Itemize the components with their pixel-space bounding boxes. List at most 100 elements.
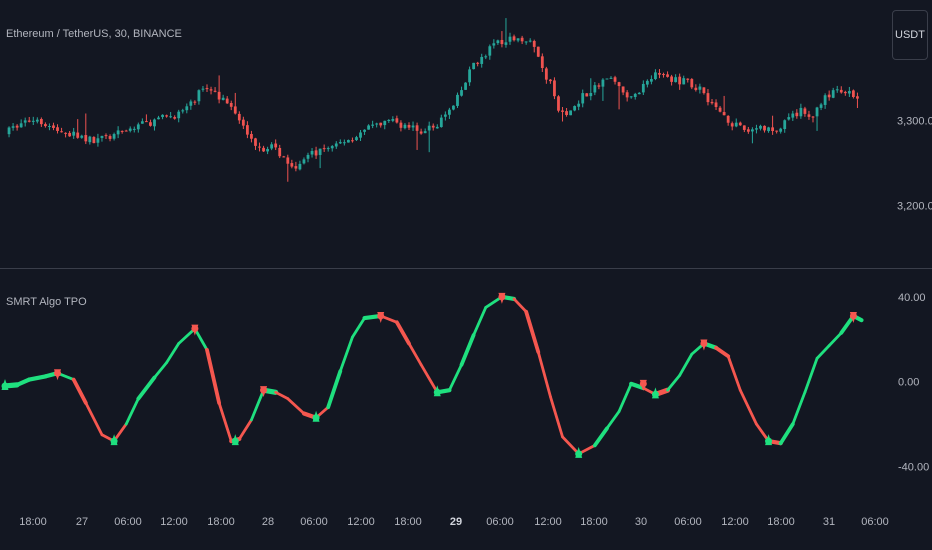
candle[interactable] <box>759 124 762 131</box>
candle[interactable] <box>399 120 403 132</box>
candle[interactable] <box>35 117 39 124</box>
candle[interactable] <box>593 82 597 96</box>
candle[interactable] <box>427 121 431 153</box>
candle[interactable] <box>658 69 661 79</box>
candle[interactable] <box>601 78 605 101</box>
candle[interactable] <box>15 124 19 131</box>
candle[interactable] <box>500 31 504 48</box>
candle[interactable] <box>124 129 128 132</box>
candle[interactable] <box>678 73 682 90</box>
candle[interactable] <box>650 75 653 85</box>
candle[interactable] <box>448 107 451 119</box>
candle[interactable] <box>48 123 51 131</box>
candle[interactable] <box>282 155 286 158</box>
candle[interactable] <box>140 118 144 124</box>
candle[interactable] <box>484 54 488 60</box>
candle[interactable] <box>682 75 686 85</box>
candle[interactable] <box>310 148 314 158</box>
candle[interactable] <box>132 126 136 133</box>
candle[interactable] <box>621 86 625 96</box>
candle[interactable] <box>516 38 520 43</box>
candle[interactable] <box>306 152 310 163</box>
candle[interactable] <box>270 142 274 151</box>
candle[interactable] <box>169 112 173 119</box>
candle[interactable] <box>201 85 205 92</box>
candle[interactable] <box>157 115 160 120</box>
candle[interactable] <box>371 120 375 129</box>
candle[interactable] <box>852 89 855 99</box>
candle[interactable] <box>431 123 435 131</box>
candle[interactable] <box>439 114 443 128</box>
candle[interactable] <box>799 103 803 119</box>
candle[interactable] <box>23 117 27 127</box>
candle[interactable] <box>536 46 540 58</box>
candle[interactable] <box>629 96 633 99</box>
candle[interactable] <box>613 75 617 85</box>
candle[interactable] <box>791 110 795 121</box>
candle[interactable] <box>254 137 257 150</box>
candle[interactable] <box>153 118 156 131</box>
candle[interactable] <box>403 122 407 130</box>
candle[interactable] <box>742 125 746 133</box>
candle[interactable] <box>411 121 415 131</box>
candle[interactable] <box>185 103 189 114</box>
candle[interactable] <box>476 61 480 67</box>
candle[interactable] <box>213 87 217 93</box>
candle[interactable] <box>544 66 548 84</box>
price-pane[interactable] <box>7 18 859 182</box>
candle[interactable] <box>520 35 524 45</box>
candle[interactable] <box>290 159 294 169</box>
candle[interactable] <box>274 139 278 150</box>
candle[interactable] <box>72 127 76 139</box>
candle[interactable] <box>605 78 609 80</box>
candle[interactable] <box>585 92 589 97</box>
candle[interactable] <box>258 142 261 152</box>
candle[interactable] <box>811 116 815 123</box>
candle[interactable] <box>44 122 47 128</box>
candle[interactable] <box>472 62 476 70</box>
candle[interactable] <box>670 74 673 86</box>
candle[interactable] <box>92 136 96 144</box>
candle[interactable] <box>294 161 298 172</box>
candle[interactable] <box>734 118 738 128</box>
candle[interactable] <box>197 89 201 105</box>
candle[interactable] <box>80 134 84 139</box>
candle[interactable] <box>496 39 500 45</box>
candle[interactable] <box>359 130 362 142</box>
candle[interactable] <box>347 139 350 143</box>
candle[interactable] <box>464 82 467 90</box>
candle[interactable] <box>779 127 783 134</box>
candle[interactable] <box>589 78 593 101</box>
candle[interactable] <box>577 100 581 111</box>
candle[interactable] <box>334 141 338 149</box>
candle[interactable] <box>823 93 827 109</box>
candle[interactable] <box>702 87 706 95</box>
candle[interactable] <box>755 124 758 134</box>
candle[interactable] <box>512 34 516 42</box>
candle[interactable] <box>617 81 621 110</box>
candle[interactable] <box>710 99 714 105</box>
candle[interactable] <box>722 95 726 116</box>
candle[interactable] <box>286 154 290 182</box>
candle[interactable] <box>225 96 229 104</box>
candle[interactable] <box>835 85 839 93</box>
candle[interactable] <box>246 121 249 139</box>
candle[interactable] <box>581 89 585 108</box>
candle[interactable] <box>266 146 269 155</box>
candle[interactable] <box>136 122 140 133</box>
candle[interactable] <box>391 116 395 123</box>
candle[interactable] <box>569 110 572 116</box>
candle[interactable] <box>128 126 132 133</box>
candle[interactable] <box>645 79 649 88</box>
candle[interactable] <box>76 119 80 139</box>
candle[interactable] <box>108 134 112 142</box>
candle[interactable] <box>177 109 181 123</box>
candle[interactable] <box>803 106 807 117</box>
candle[interactable] <box>767 126 770 133</box>
candle[interactable] <box>205 84 209 93</box>
candle[interactable] <box>775 130 779 134</box>
candle[interactable] <box>363 129 366 135</box>
candle[interactable] <box>60 127 63 133</box>
candle[interactable] <box>351 137 354 143</box>
candle[interactable] <box>795 109 799 119</box>
